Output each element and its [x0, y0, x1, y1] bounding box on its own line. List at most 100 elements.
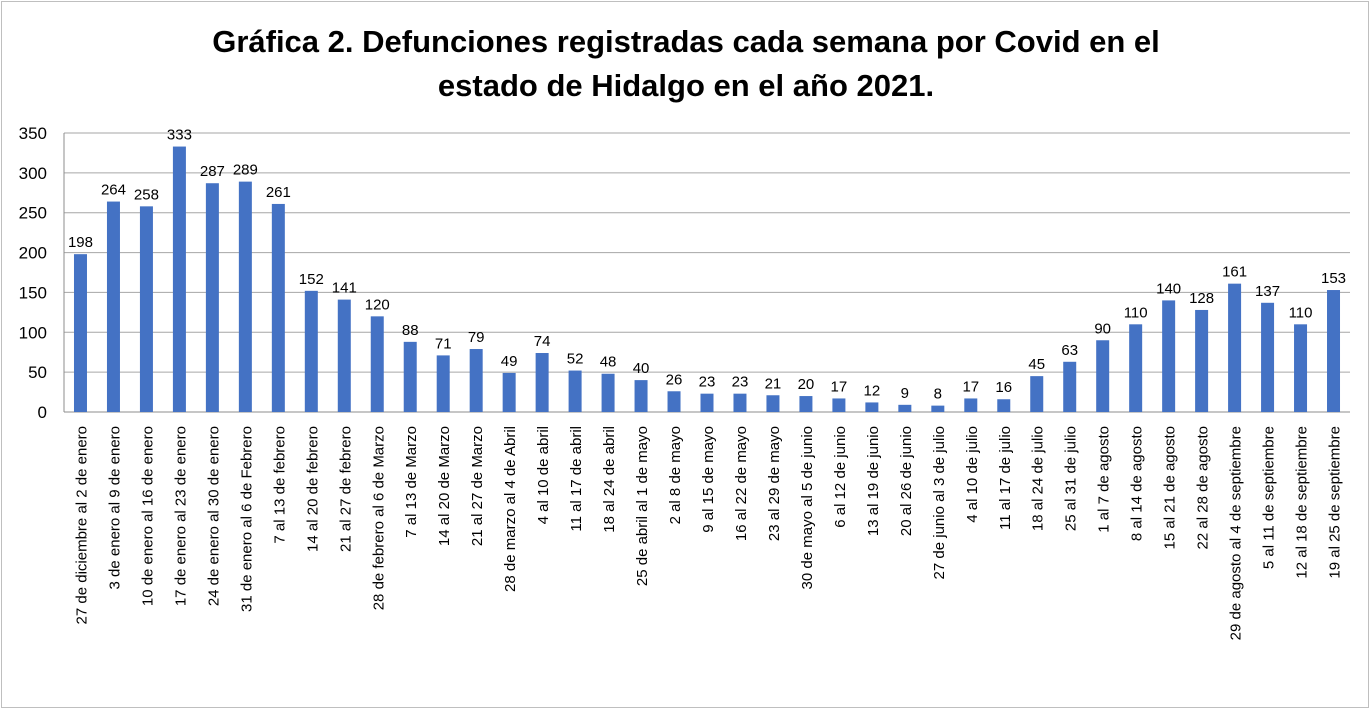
- data-label: 153: [1321, 270, 1346, 287]
- bar: [832, 398, 846, 412]
- data-label: 63: [1061, 342, 1078, 359]
- bar: [403, 341, 417, 412]
- x-tick-label: 21 al 27 de Marzo: [469, 426, 486, 546]
- data-label: 17: [831, 378, 848, 395]
- bar: [601, 373, 615, 412]
- x-tick-label: 23 al 29 de mayo: [766, 426, 783, 541]
- data-label: 287: [200, 163, 225, 180]
- bar: [667, 391, 681, 412]
- data-label: 198: [68, 234, 93, 251]
- bar: [1030, 376, 1044, 412]
- x-tick-label: 4 al 10 de abril: [535, 426, 552, 524]
- y-tick-label: 150: [19, 283, 47, 302]
- bar: [238, 181, 252, 412]
- data-label: 48: [600, 354, 617, 371]
- x-tick-label: 9 al 15 de mayo: [700, 426, 717, 533]
- data-label: 23: [699, 374, 716, 391]
- data-label: 110: [1289, 304, 1313, 321]
- y-tick-label: 0: [38, 403, 47, 422]
- data-label: 161: [1222, 264, 1247, 281]
- data-label: 90: [1094, 320, 1111, 337]
- data-label: 20: [798, 376, 815, 393]
- bars: [73, 146, 1341, 412]
- y-axis-tick-labels: 0 50 100 150 200 250 300 350: [19, 124, 47, 422]
- x-tick-label: 18 al 24 de julio: [1030, 426, 1047, 531]
- data-label: 333: [167, 127, 192, 144]
- data-label: 71: [435, 335, 452, 352]
- data-label: 12: [864, 382, 881, 399]
- x-tick-label: 14 al 20 de febrero: [304, 426, 321, 552]
- x-tick-label: 30 de mayo al 5 de junio: [799, 426, 816, 589]
- data-label: 141: [332, 280, 357, 297]
- chart-title-line-2: estado de Hidalgo en el año 2021.: [437, 68, 935, 103]
- data-label: 258: [134, 186, 159, 203]
- x-tick-label: 29 de agosto al 4 de septiembre: [1228, 426, 1245, 640]
- data-label: 137: [1255, 283, 1280, 300]
- data-label: 110: [1124, 304, 1148, 321]
- data-label: 17: [962, 378, 979, 395]
- bar: [568, 370, 582, 412]
- bar: [1261, 302, 1275, 412]
- bar: [304, 290, 318, 412]
- chart-title: Gráfica 2. Defunciones registradas cada …: [0, 20, 1372, 108]
- bar: [436, 355, 450, 412]
- bar: [700, 393, 714, 412]
- bar: [502, 372, 516, 412]
- data-label: 264: [101, 182, 126, 199]
- data-label: 21: [765, 375, 782, 392]
- bar: [997, 399, 1011, 412]
- x-tick-label: 25 al 31 de julio: [1063, 426, 1080, 531]
- data-label: 23: [732, 374, 749, 391]
- x-tick-label: 27 de junio al 3 de julio: [931, 426, 948, 579]
- bar: [1162, 300, 1176, 412]
- x-tick-label: 20 al 26 de junio: [898, 426, 915, 536]
- chart-title-line-1: Gráfica 2. Defunciones registradas cada …: [212, 24, 1160, 59]
- x-tick-label: 14 al 20 de Marzo: [436, 426, 453, 546]
- bar: [535, 353, 549, 412]
- bar: [634, 380, 648, 412]
- data-label: 140: [1156, 280, 1181, 297]
- data-label: 26: [666, 371, 683, 388]
- bar: [865, 402, 879, 412]
- x-tick-label: 11 al 17 de julio: [997, 426, 1014, 530]
- x-tick-label: 15 al 21 de agosto: [1162, 426, 1179, 549]
- x-tick-label: 4 al 10 de julio: [964, 426, 981, 523]
- x-tick-label: 2 al 8 de mayo: [667, 426, 684, 524]
- bar: [370, 316, 384, 412]
- y-tick-label: 250: [19, 204, 47, 223]
- y-tick-label: 350: [19, 124, 47, 143]
- bar: [337, 299, 351, 412]
- data-label: 52: [567, 351, 584, 368]
- x-tick-label: 7 al 13 de Marzo: [403, 426, 420, 538]
- data-label: 16: [995, 379, 1012, 396]
- bar: [1129, 324, 1143, 412]
- x-tick-label: 10 de enero al 16 de enero: [139, 426, 156, 606]
- x-tick-label: 19 al 25 de septiembre: [1327, 426, 1344, 579]
- x-tick-label: 16 al 22 de mayo: [733, 426, 750, 541]
- x-tick-label: 6 al 12 de junio: [832, 426, 849, 528]
- x-axis-tick-labels: 27 de diciembre al 2 de enero 3 de enero …: [73, 426, 1343, 640]
- data-label: 261: [266, 184, 291, 201]
- data-label: 74: [534, 333, 551, 350]
- bar: [931, 405, 945, 412]
- x-tick-label: 12 al 18 de septiembre: [1294, 426, 1311, 579]
- x-tick-label: 11 al 17 de abril: [568, 426, 585, 532]
- y-tick-label: 50: [28, 363, 47, 382]
- bar: [106, 201, 120, 412]
- x-tick-label: 5 al 11 de septiembre: [1261, 426, 1278, 569]
- data-label: 128: [1189, 290, 1214, 307]
- x-tick-label: 25 de abril al 1 de mayo: [634, 426, 651, 586]
- bar: [139, 206, 153, 412]
- x-tick-label: 27 de diciembre al 2 de enero: [73, 426, 90, 624]
- bar: [1195, 309, 1209, 412]
- data-label: 8: [934, 386, 942, 403]
- data-label: 45: [1028, 356, 1045, 373]
- x-tick-label: 7 al 13 de febrero: [271, 426, 288, 544]
- bar: [964, 398, 978, 412]
- bar: [733, 393, 747, 412]
- bar: [205, 183, 219, 412]
- bar: [1294, 324, 1308, 412]
- bar: [1327, 290, 1341, 412]
- data-label: 289: [233, 162, 258, 179]
- x-tick-label: 22 al 28 de agosto: [1195, 426, 1212, 549]
